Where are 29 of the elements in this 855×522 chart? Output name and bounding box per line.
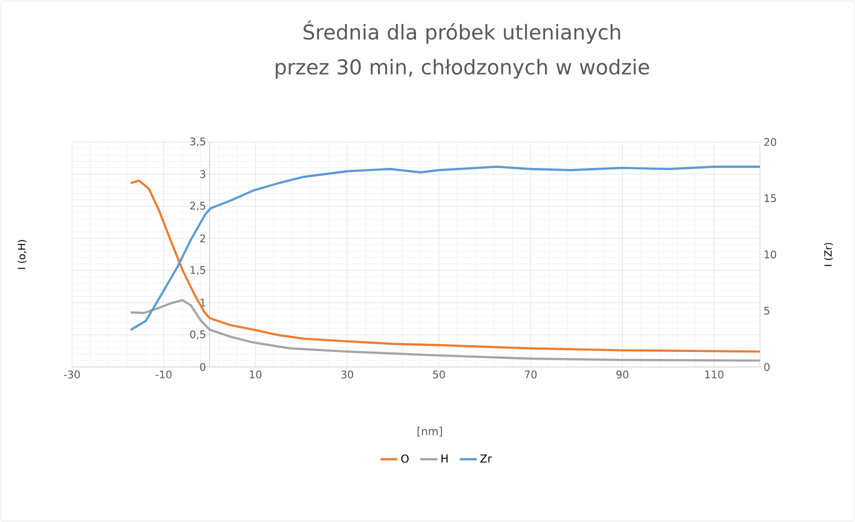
x-tick-label: 30 — [341, 370, 354, 378]
y2-tick-label: 10 — [764, 250, 776, 258]
line-series — [130, 179, 760, 353]
y-tick-label: 2,5 — [190, 202, 206, 211]
chart-title: Średnia dla próbek utlenianych przez 30 min, chłodzonych w wodzie — [276, 20, 650, 79]
y-tick-label: 3,5 — [190, 138, 206, 146]
y-tick-label: 2 — [200, 234, 206, 242]
x-tick-label: 110 — [705, 370, 724, 378]
x-tick-label: -30 — [64, 370, 80, 378]
y-tick-label: 0 — [200, 363, 206, 371]
line-series — [130, 166, 760, 331]
y-axis-title: I (o,H) — [18, 240, 27, 269]
y2-tick-label: 0 — [764, 363, 770, 371]
y-tick-label: 1,5 — [190, 266, 206, 275]
x-tick-label: 90 — [616, 370, 628, 378]
x-tick-label: 50 — [433, 370, 445, 378]
x-tick-label: 10 — [250, 370, 262, 378]
y2-tick-label: 20 — [764, 138, 776, 146]
y2-axis-title: I (Zr) — [824, 242, 833, 266]
y-tick-label: 0,5 — [190, 330, 206, 340]
y2-tick-label: 5 — [764, 306, 770, 315]
y2-tick-label: 15 — [764, 194, 776, 202]
x-axis-title: [nm] — [418, 426, 442, 437]
x-tick-label: -10 — [156, 370, 172, 378]
y-tick-label: 3 — [200, 170, 206, 178]
legend-label: Zr — [480, 454, 492, 462]
legend-label: O — [401, 454, 409, 463]
x-tick-label: 70 — [524, 370, 537, 378]
legend-label: H — [442, 454, 448, 462]
